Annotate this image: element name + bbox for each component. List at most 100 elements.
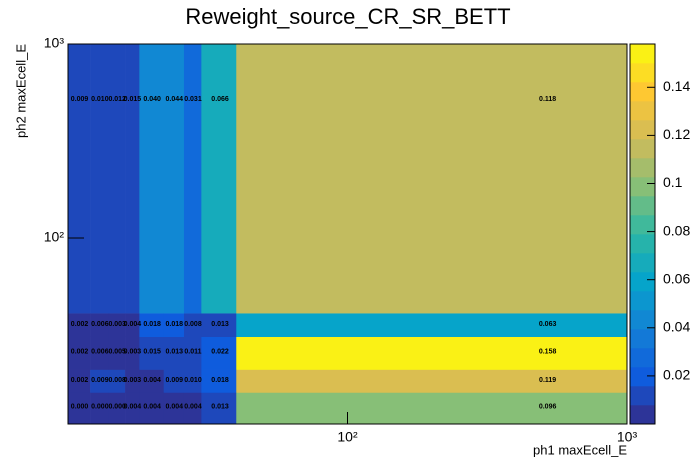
y-axis-label: ph2 maxEcell_E: [13, 44, 28, 138]
heatmap-cell: [139, 44, 165, 314]
colorbar-box: [630, 329, 655, 349]
colorbar-box: [630, 158, 655, 178]
cell-label: 0.002: [71, 377, 89, 384]
colorbar-box: [630, 177, 655, 197]
cell-label: 0.003: [108, 321, 126, 328]
cell-label: 0.005: [108, 348, 126, 355]
cell-label: 0.063: [539, 321, 557, 328]
colorbar-tick-label: 0.02: [663, 367, 690, 383]
heatmap-cell: [125, 336, 140, 370]
heatmap-cell: [90, 369, 110, 393]
heatmap-cell: [108, 336, 126, 370]
heatmap-cell: [183, 313, 202, 337]
heatmap-cell: [108, 313, 126, 337]
heatmap-cell: [90, 336, 110, 370]
heatmap-cell: [68, 313, 91, 337]
cell-label: 0.158: [539, 348, 557, 355]
cell-label: 0.013: [211, 404, 229, 411]
x-tick-label: 10³: [617, 429, 638, 445]
cell-label: 0.004: [143, 377, 161, 384]
colorbar-tick-label: 0.14: [663, 78, 690, 94]
cell-label: 0.013: [166, 348, 184, 355]
colorbar-box: [630, 44, 655, 64]
cell-label: 0.003: [124, 377, 142, 384]
cell-label: 0.000: [108, 404, 126, 411]
heatmap-cell: [90, 313, 110, 337]
colorbar-box: [630, 101, 655, 121]
colorbar-box: [630, 82, 655, 102]
cell-label: 0.018: [166, 321, 184, 328]
cell-label: 0.009: [166, 377, 184, 384]
heatmap-cell: [201, 44, 237, 314]
heatmap-cell: [68, 44, 91, 314]
heatmap-cell: [90, 392, 110, 425]
cell-label: 0.002: [71, 321, 89, 328]
heatmap-cell: [183, 369, 202, 393]
cell-label: 0.006: [91, 321, 109, 328]
cell-label: 0.010: [184, 377, 202, 384]
cell-label: 0.000: [91, 404, 109, 411]
cell-label: 0.118: [539, 96, 556, 103]
heatmap-cell: [236, 369, 628, 393]
heatmap-cell: [236, 336, 628, 370]
heatmap-cell: [68, 336, 91, 370]
colorbar-box: [630, 367, 655, 387]
heatmap-cell: [125, 44, 140, 314]
heatmap-cell: [108, 392, 126, 425]
heatmap-cell: [201, 313, 237, 337]
cell-label: 0.015: [124, 96, 142, 103]
cell-label: 0.006: [91, 348, 109, 355]
cell-label: 0.008: [184, 321, 202, 328]
cell-label: 0.009: [71, 96, 89, 103]
cell-label: 0.004: [166, 404, 184, 411]
cell-label: 0.018: [211, 377, 229, 384]
x-tick-label: 10²: [337, 429, 358, 445]
heatmap-cell: [125, 392, 140, 425]
heatmap-cell: [139, 369, 165, 393]
cell-label: 0.004: [124, 404, 142, 411]
cell-label: 0.004: [124, 321, 142, 328]
colorbar-box: [630, 310, 655, 330]
cell-label: 0.003: [124, 348, 142, 355]
heatmap-cell: [183, 44, 202, 314]
heatmap-cell: [201, 336, 237, 370]
colorbar-tick-label: 0.06: [663, 270, 690, 286]
colorbar-tick-label: 0.08: [663, 222, 690, 238]
heatmap-cell: [139, 392, 165, 425]
heatmap-cell: [236, 313, 628, 337]
cell-label: 0.004: [184, 404, 202, 411]
cell-label: 0.012: [108, 96, 126, 103]
colorbar-box: [630, 63, 655, 83]
colorbar-tick-label: 0.1: [663, 174, 683, 190]
cell-label: 0.013: [211, 321, 229, 328]
heatmap-cell: [201, 369, 237, 393]
colorbar-box: [630, 253, 655, 273]
colorbar-frame: [629, 43, 656, 425]
colorbar-box: [630, 405, 655, 425]
colorbar-box: [630, 234, 655, 254]
y-tick-label: 10³: [44, 35, 65, 51]
cell-label: 0.008: [108, 377, 126, 384]
heatmap-cell: [139, 336, 165, 370]
heatmap-cell: [68, 369, 91, 393]
colorbar-box: [630, 120, 655, 140]
cell-label: 0.066: [211, 96, 229, 103]
x-axis-label: ph1 maxEcell_E: [533, 442, 627, 457]
y-tick-label: 10²: [44, 229, 65, 245]
cell-label: 0.010: [91, 96, 109, 103]
colorbar-tick-label: 0.12: [663, 126, 690, 142]
heatmap-cell: [90, 44, 110, 314]
heatmap-cell: [163, 336, 185, 370]
heatmap-cell: [68, 392, 91, 425]
cell-label: 0.119: [539, 377, 556, 384]
colorbar-box: [630, 291, 655, 311]
heatmap-cell: [139, 313, 165, 337]
colorbar-box: [630, 215, 655, 235]
heatmap-cell: [125, 313, 140, 337]
heatmap-cell: [108, 44, 126, 314]
heatmap-cell: [163, 313, 185, 337]
colorbar-box: [630, 348, 655, 368]
colorbar-box: [630, 139, 655, 159]
